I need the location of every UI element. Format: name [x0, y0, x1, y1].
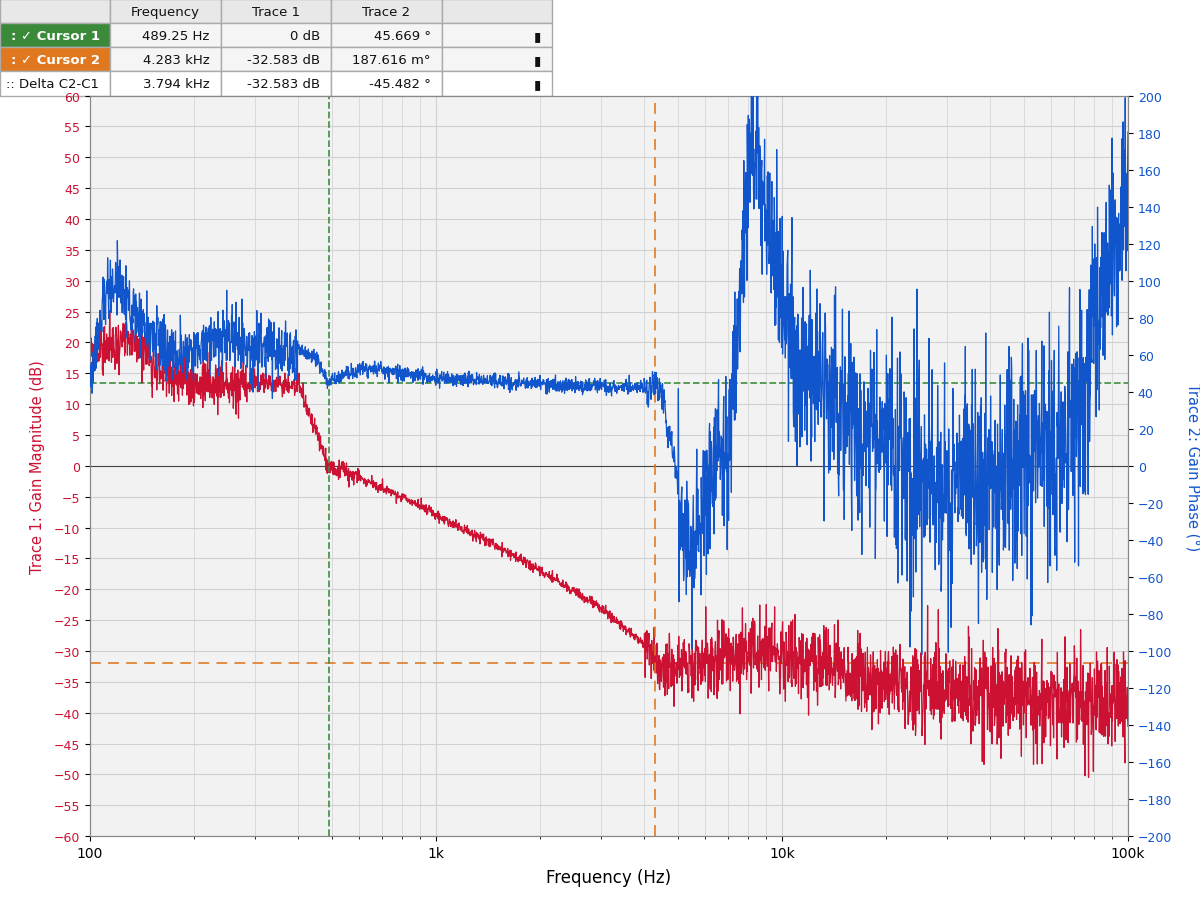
X-axis label: Frequency (Hz): Frequency (Hz) — [546, 868, 672, 886]
Y-axis label: Trace 2: Gain Phase (°): Trace 2: Gain Phase (°) — [1186, 382, 1200, 550]
Y-axis label: Trace 1: Gain Magnitude (dB): Trace 1: Gain Magnitude (dB) — [30, 359, 46, 573]
